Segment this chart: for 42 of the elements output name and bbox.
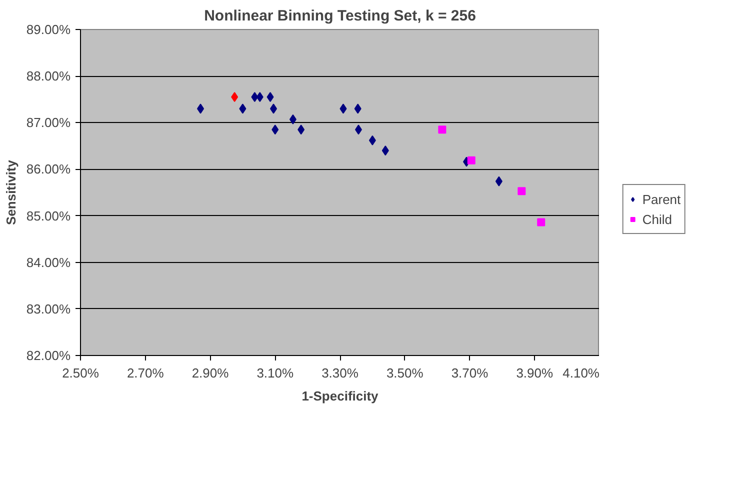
point — [256, 92, 264, 102]
point — [495, 176, 502, 186]
point — [467, 156, 476, 164]
point — [354, 104, 362, 114]
x-tick-label: 3.50% — [386, 366, 424, 380]
point — [382, 146, 389, 156]
y-tick-label: 86.00% — [26, 162, 71, 177]
y-tick-label: 82.00% — [26, 348, 71, 363]
point — [270, 104, 278, 114]
y-tick-label: 83.00% — [26, 301, 71, 316]
point — [231, 92, 238, 102]
x-tick-label: 3.70% — [451, 366, 489, 380]
point — [354, 124, 362, 135]
point — [518, 187, 526, 196]
legend-label: Parent — [642, 192, 681, 206]
point — [266, 92, 274, 102]
y-tick-label: 84.00% — [26, 254, 71, 270]
x-tick-label: 3.30% — [322, 366, 359, 380]
point — [239, 104, 246, 114]
y-tick-label: 87.00% — [26, 115, 71, 130]
point — [197, 104, 204, 114]
point — [298, 124, 305, 135]
chart-title: Nonlinear Binning Testing Set, k = 256 — [204, 8, 476, 24]
legend-label: Child — [642, 212, 672, 226]
x-tick-label: 4.10% — [562, 366, 600, 380]
y-tick-label: 89.00% — [26, 22, 71, 37]
x-tick-label: 2.50% — [62, 366, 100, 380]
point — [272, 124, 279, 135]
x-tick-label: 3.90% — [516, 366, 554, 380]
y-tick-label: 88.00% — [26, 68, 71, 84]
point — [368, 135, 376, 146]
point — [537, 218, 546, 226]
y-tick-label: 85.00% — [26, 208, 71, 224]
point — [340, 104, 347, 114]
point — [289, 114, 296, 124]
point — [251, 92, 258, 102]
x-tick-label: 2.70% — [126, 366, 164, 380]
x-tick-label: 3.10% — [256, 366, 294, 380]
y-axis-title: Sensitivity — [3, 159, 18, 226]
point — [438, 126, 446, 134]
x-axis-title: 1-Specificity — [302, 388, 380, 404]
x-tick-label: 2.90% — [192, 366, 230, 380]
